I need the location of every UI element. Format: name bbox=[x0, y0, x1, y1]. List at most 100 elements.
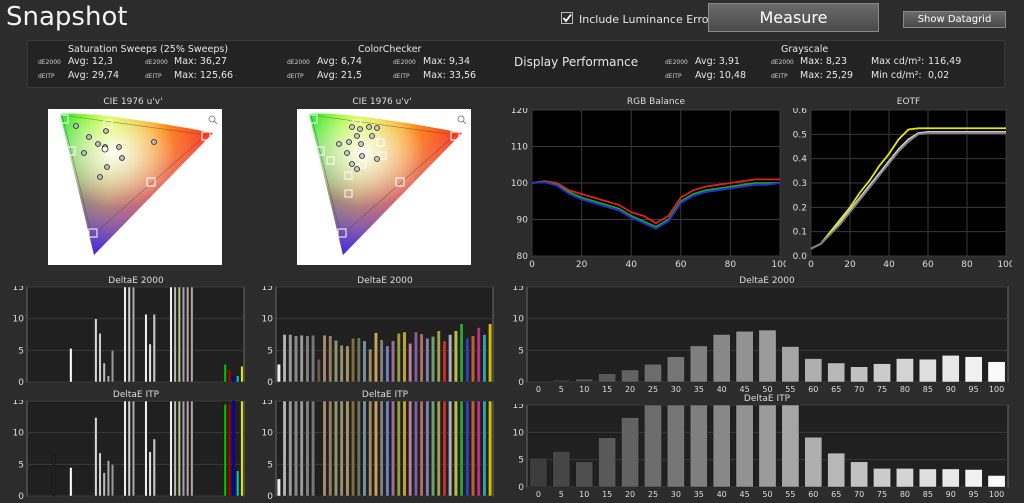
bar bbox=[173, 286, 177, 383]
bar bbox=[223, 364, 227, 383]
measure-button[interactable]: Measure bbox=[708, 3, 879, 32]
sat-deitp-max: Max: 125,66 bbox=[174, 70, 234, 81]
y-tick-label: 0 bbox=[18, 378, 24, 385]
x-tick-label: 100 bbox=[989, 490, 1004, 499]
bar bbox=[459, 400, 464, 497]
min-cd-value: 0,02 bbox=[928, 70, 950, 81]
x-tick-label: 65 bbox=[831, 385, 841, 394]
x-tick-label: 60 bbox=[808, 385, 818, 394]
include-luminance-checkbox[interactable] bbox=[561, 12, 573, 24]
bar bbox=[106, 460, 110, 497]
bar bbox=[442, 400, 447, 497]
bar bbox=[448, 400, 453, 497]
bar bbox=[106, 375, 110, 383]
bar bbox=[919, 468, 937, 488]
bar bbox=[144, 314, 148, 383]
bar bbox=[431, 400, 435, 497]
bar bbox=[442, 340, 447, 383]
gray-de2000-max: Max: 8,23 bbox=[800, 56, 848, 67]
cie-left-title: CIE 1976 u'v' bbox=[103, 97, 163, 107]
sat-de2000-title: DeltaE 2000 bbox=[108, 276, 164, 286]
x-tick-label: 90 bbox=[946, 385, 956, 394]
grayscale-de2000-chart: 0 5 10 15 0 5 10 15 20 25 30 35 40 45 50 55 60 65 70 75 80 85… bbox=[513, 286, 1009, 394]
bar bbox=[488, 323, 493, 383]
x-tick-label: 40 bbox=[717, 490, 727, 499]
bar bbox=[362, 340, 367, 383]
bar bbox=[391, 400, 395, 497]
bar bbox=[299, 400, 304, 497]
bar bbox=[712, 404, 731, 488]
bar bbox=[294, 335, 298, 383]
bar bbox=[339, 345, 344, 383]
cc-de2000-title: DeltaE 2000 bbox=[357, 276, 413, 286]
x-tick-label: 60 bbox=[922, 260, 934, 270]
plot-area bbox=[26, 400, 245, 497]
bar bbox=[827, 362, 846, 383]
x-tick-label: 80 bbox=[900, 385, 910, 394]
bar bbox=[379, 339, 384, 383]
bar bbox=[471, 400, 475, 497]
bar bbox=[98, 452, 102, 497]
x-tick-label: 20 bbox=[844, 260, 856, 270]
x-tick-label: 85 bbox=[923, 490, 933, 499]
bar bbox=[735, 331, 754, 383]
bar bbox=[385, 400, 390, 497]
bar bbox=[689, 404, 708, 488]
bar bbox=[123, 286, 127, 383]
bar bbox=[240, 400, 244, 497]
y-tick-label: 5 bbox=[267, 346, 273, 356]
bar bbox=[482, 334, 487, 383]
bar bbox=[758, 329, 777, 383]
saturation-deitp-chart: 0 5 10 15 bbox=[13, 400, 245, 499]
bar bbox=[459, 323, 464, 383]
gray-deitp-title: DeltaE ITP bbox=[743, 394, 791, 404]
bar bbox=[575, 378, 594, 383]
bar bbox=[850, 461, 868, 488]
bar bbox=[288, 334, 293, 383]
x-tick-label: 10 bbox=[579, 490, 589, 499]
cc-deitp-label: dEITP bbox=[287, 73, 304, 80]
y-tick-label: 15 bbox=[262, 400, 273, 407]
bar bbox=[131, 400, 135, 497]
cc-de2000-label: dE2000 bbox=[287, 59, 310, 66]
eotf-chart: 0.0 0.1 0.2 0.3 0.4 0.5 0.6 0 20 40 60 80 100 bbox=[793, 108, 1012, 270]
bar bbox=[186, 286, 190, 383]
stats-panel: Saturation Sweeps (25% Sweeps) dE2000 Av… bbox=[27, 40, 1005, 88]
bar bbox=[873, 468, 891, 488]
bar bbox=[127, 400, 131, 497]
bar bbox=[94, 318, 98, 383]
bar bbox=[621, 417, 639, 488]
x-tick-label: 60 bbox=[675, 260, 687, 270]
sat-de2000-max: Max: 36,27 bbox=[174, 56, 228, 67]
y-tick-label: 15 bbox=[262, 286, 273, 293]
bar bbox=[294, 400, 298, 497]
display-performance-title: Display Performance bbox=[514, 55, 639, 69]
bar bbox=[436, 400, 441, 497]
x-tick-label: 15 bbox=[602, 490, 612, 499]
bar bbox=[552, 451, 571, 488]
x-tick-label: 40 bbox=[883, 260, 895, 270]
x-tick-label: 90 bbox=[946, 490, 956, 499]
bar bbox=[148, 343, 152, 383]
grayscale-deitp-chart: 0 5 10 15 0 5 10 15 20 25 30 35 40 45 50 55 60 65 70 75 80 85… bbox=[513, 404, 1009, 499]
bar bbox=[667, 356, 685, 383]
y-tick-label: 0 bbox=[18, 492, 24, 499]
zoom-icon bbox=[457, 115, 465, 123]
x-tick-label: 25 bbox=[648, 385, 658, 394]
bar bbox=[644, 364, 662, 383]
bar bbox=[177, 400, 181, 497]
x-tick-label: 10 bbox=[579, 385, 589, 394]
bar bbox=[345, 345, 350, 383]
show-datagrid-button[interactable]: Show Datagrid bbox=[903, 11, 1006, 28]
bar bbox=[644, 404, 662, 488]
bar bbox=[827, 452, 846, 488]
saturation-title: Saturation Sweeps (25% Sweeps) bbox=[68, 44, 229, 55]
bar bbox=[316, 466, 321, 497]
bar bbox=[482, 400, 487, 497]
bar bbox=[186, 400, 190, 497]
x-tick-label: 40 bbox=[625, 260, 637, 270]
series-line-1 bbox=[531, 180, 780, 228]
bar bbox=[368, 400, 373, 497]
bar bbox=[111, 464, 114, 497]
x-tick-label: 100 bbox=[771, 260, 786, 270]
